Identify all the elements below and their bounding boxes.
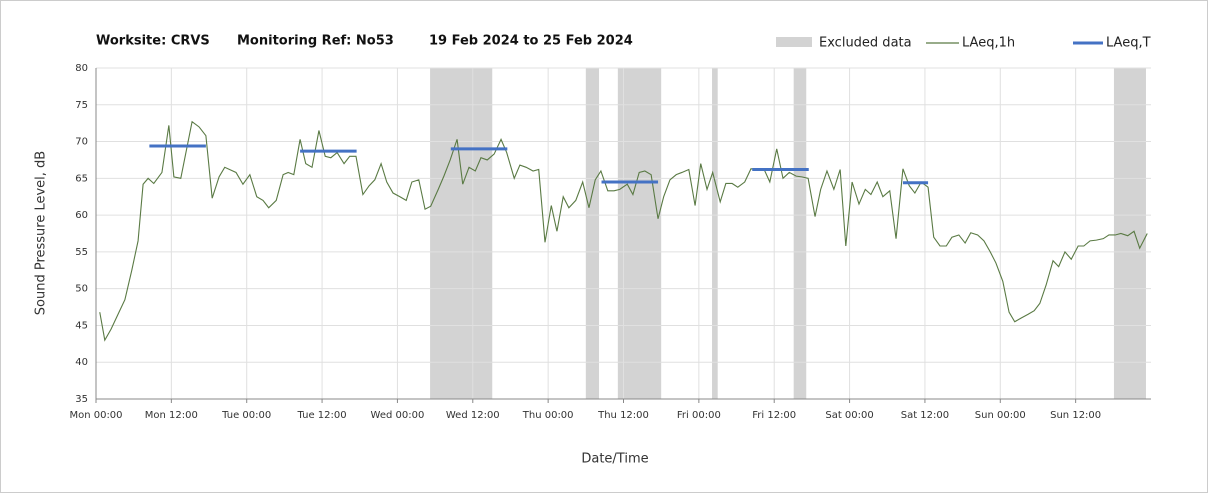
x-tick-label: Sat 00:00 [825, 410, 873, 421]
y-tick-label: 45 [75, 320, 88, 331]
series-line [99, 120, 1148, 342]
excluded-region [793, 68, 807, 399]
x-tick-label: Thu 00:00 [522, 410, 574, 421]
legend-swatch [776, 37, 812, 47]
y-tick-label: 75 [75, 100, 88, 111]
x-tick-label: Mon 12:00 [145, 410, 198, 421]
x-tick-label: Sun 00:00 [975, 410, 1026, 421]
x-tick-label: Sun 12:00 [1050, 410, 1101, 421]
legend-label: LAeq,T [1106, 36, 1151, 51]
title-worksite: Worksite: CRVS [96, 34, 210, 49]
x-tick-label: Mon 00:00 [69, 410, 122, 421]
y-tick-label: 50 [75, 284, 88, 295]
x-tick-label: Tue 12:00 [297, 410, 347, 421]
y-tick-label: 70 [75, 137, 88, 148]
y-tick-label: 35 [75, 394, 88, 405]
x-axis-label: Date/Time [581, 452, 648, 467]
excluded-region [712, 68, 718, 399]
x-tick-label: Wed 12:00 [446, 410, 500, 421]
x-tick-label: Fri 00:00 [677, 410, 721, 421]
x-tick-label: Wed 00:00 [371, 410, 425, 421]
excluded-region [617, 68, 662, 399]
y-tick-label: 55 [75, 247, 88, 258]
x-tick-label: Sat 12:00 [901, 410, 949, 421]
y-tick-label: 80 [75, 63, 88, 74]
legend-label: Excluded data [819, 36, 912, 51]
x-tick-label: Tue 00:00 [221, 410, 271, 421]
excluded-region [430, 68, 493, 399]
x-tick-label: Thu 12:00 [597, 410, 649, 421]
x-tick-label: Fri 12:00 [752, 410, 796, 421]
legend-label: LAeq,1h [962, 36, 1015, 51]
title-ref: Monitoring Ref: No53 [237, 34, 394, 49]
excluded-region [585, 68, 600, 399]
y-axis-label: Sound Pressure Level, dB [34, 151, 49, 315]
title-dates: 19 Feb 2024 to 25 Feb 2024 [429, 34, 633, 49]
y-tick-label: 60 [75, 210, 88, 221]
y-tick-label: 65 [75, 173, 88, 184]
y-tick-label: 40 [75, 357, 88, 368]
